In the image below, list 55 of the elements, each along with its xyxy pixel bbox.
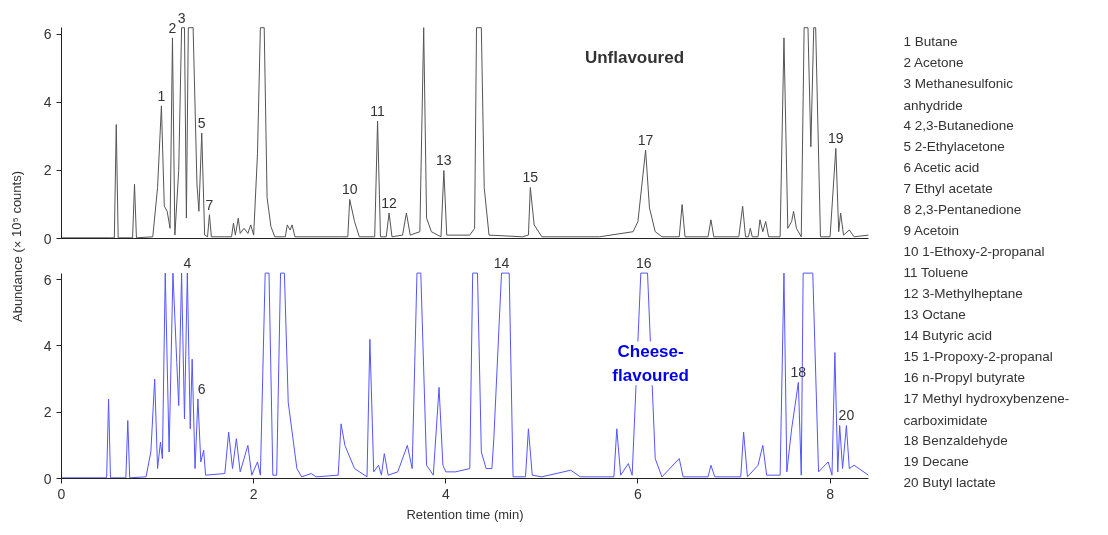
annotation: 13 — [436, 152, 452, 169]
text: 2 Acetone — [903, 54, 964, 70]
y-tick-label: 4 — [43, 94, 52, 111]
annotation: 10 — [341, 181, 358, 198]
text: 20 Butyl lactate — [903, 474, 996, 490]
annotation: 17 — [637, 132, 654, 149]
text: 18 Benzaldehyde — [903, 432, 1008, 448]
text: 14 Butyric acid — [903, 327, 993, 343]
y-tick-label: 2 — [43, 162, 52, 179]
text: 15 1-Propoxy-2-propanal — [903, 348, 1053, 364]
x-tick-label: 8 — [826, 485, 835, 502]
text: 7 Ethyl acetate — [903, 180, 993, 196]
x-axis-title: Retention time (min) — [406, 506, 524, 522]
y-tick-label: 6 — [43, 26, 52, 43]
annotation: 16 — [635, 255, 652, 272]
annotation: 3 — [177, 9, 186, 26]
x-tick-label: 2 — [249, 485, 258, 502]
text: 12 3-Methylheptane — [903, 285, 1023, 301]
text: Cheese- flavoured — [612, 341, 689, 386]
line-series — [61, 272, 869, 479]
annotation: 4 — [183, 255, 192, 272]
annotation: 2 — [168, 19, 177, 36]
text: 3 Methanesulfonic anhydride — [903, 75, 1014, 113]
annotation: 12 — [381, 195, 398, 211]
x-tick-label: 0 — [57, 485, 66, 502]
annotation: 11 — [370, 103, 386, 120]
y-tick-label: 2 — [43, 404, 52, 421]
x-tick-label: 4 — [441, 485, 450, 502]
text: 16 n-Propyl butyrate — [903, 369, 1026, 385]
text: 10 1-Ethoxy-2-propanal — [903, 243, 1045, 259]
text: 13 Octane — [903, 306, 966, 322]
annotation: 20 — [838, 407, 855, 424]
annotation: 14 — [493, 255, 510, 272]
text: Unflavoured — [584, 47, 685, 67]
text: 5 2-Ethylacetone — [903, 138, 1005, 154]
text: 17 Methyl hydroxybenzene- carboximidate — [903, 390, 1070, 428]
text: 19 Decane — [903, 453, 969, 469]
text: 11 Toluene — [903, 264, 969, 280]
text: 1 Butane — [903, 33, 958, 49]
text: 6 Acetic acid — [903, 159, 980, 175]
annotation: 15 — [522, 169, 539, 186]
x-tick-label: 6 — [634, 485, 643, 502]
text: 4 2,3-Butanedione — [903, 117, 1014, 133]
y-tick-label: 0 — [43, 470, 52, 487]
y-tick-label: 0 — [43, 230, 52, 247]
text: 9 Acetoin — [903, 222, 960, 238]
y-axis-title: Abundance (× 10⁵ counts) — [9, 170, 25, 323]
y-tick-label: 4 — [43, 337, 52, 354]
text: 8 2,3-Pentanedione — [903, 201, 1022, 217]
annotation: 19 — [828, 130, 844, 147]
annotation: 1 — [157, 87, 166, 104]
y-tick-label: 6 — [43, 271, 52, 288]
annotation: 5 — [197, 115, 206, 132]
annotation: 7 — [205, 196, 214, 213]
annotation: 6 — [197, 380, 206, 397]
